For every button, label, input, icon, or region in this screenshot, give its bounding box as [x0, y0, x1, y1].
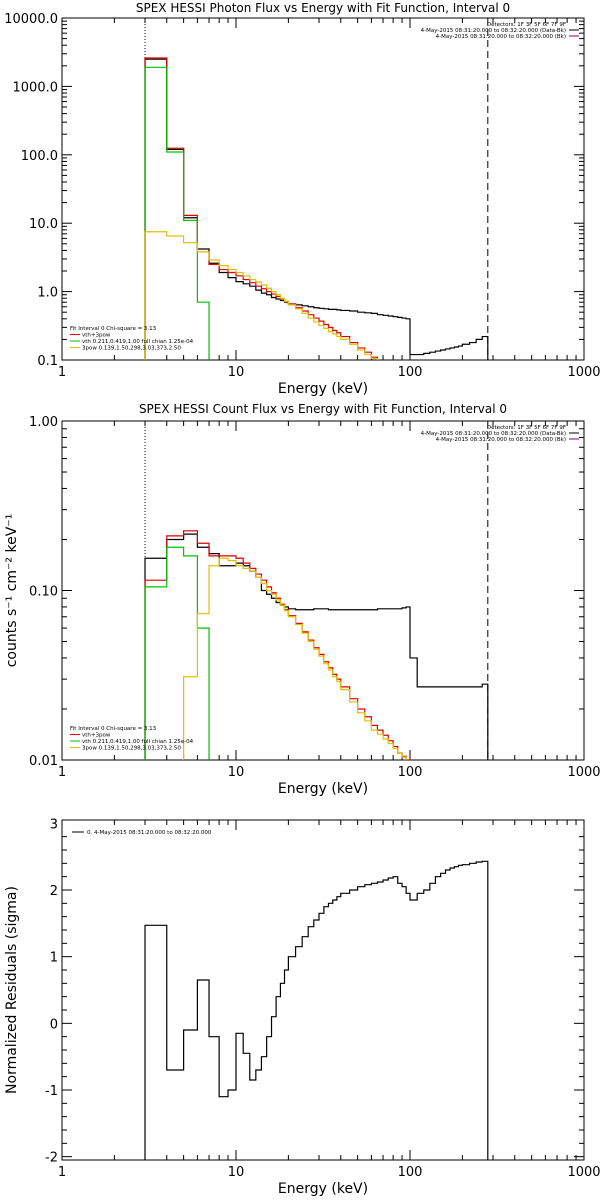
panel-3: 1 10 100 1000 -2 -1 0 1 2 3 Energy (keV) Normalized…	[4, 817, 600, 1197]
series-group	[144, 530, 489, 760]
plot-frame	[61, 819, 585, 1161]
legend-bottom-entry: 3pow 0.139,1.50,298,3.03,373,2.50	[82, 746, 181, 752]
legend-top-entry: Detectors: 1F 3F 5F 6F 7F 9F	[487, 22, 566, 28]
legend-bottom-entry: Fit Interval 0 Chi-square = 3.13	[70, 326, 157, 332]
legend-top-entry: 4-May-2015 08:31:20.000 to 08:32:20.000 …	[421, 28, 566, 34]
x-tick-label: 1000	[567, 1165, 600, 1180]
legend-top-entry: 4-May-2015 08:31:20.000 to 08:32:20.000 …	[436, 34, 566, 40]
y-tick-label: 1	[50, 951, 58, 966]
y-tick-label: 10000.0	[4, 12, 58, 27]
series-residuals	[144, 860, 489, 1160]
legend-bottom-entry: vth+3pow	[82, 333, 111, 339]
series-3pow	[183, 557, 407, 760]
legend-entry: 0. 4-May-2015 08:31:20.000 to 08:32:20.0…	[87, 830, 212, 836]
x-axis-label: Energy (keV)	[278, 1181, 368, 1197]
x-tick-label: 1	[58, 765, 66, 780]
y-axis-label: Normalized Residuals (sigma)	[4, 886, 20, 1094]
legend-top-entry: Detectors: 1F 3F 5F 6F 7F 9F	[487, 425, 566, 431]
x-tick-label: 10	[228, 1165, 245, 1180]
x-tick-label: 100	[398, 765, 423, 780]
y-tick-label: 1000.0	[13, 80, 59, 95]
chart-title: SPEX HESSI Count Flux vs Energy with Fit…	[139, 402, 507, 416]
x-tick-label: 1000	[567, 765, 600, 780]
x-tick-label: 1	[58, 365, 66, 380]
y-axis-label: counts s⁻¹ cm⁻² keV⁻¹	[4, 514, 20, 668]
x-tick-label: 1	[58, 1165, 66, 1180]
legend-bottom-entry: vth 0.211,0.419,1.00 full chian 1.25e-04	[82, 739, 194, 745]
x-tick-label: 100	[398, 365, 423, 380]
series-group	[144, 57, 489, 360]
x-tick-label: 10	[228, 365, 245, 380]
legend-bottom-entry: vth 0.211,0.419,1.00 full chian 1.25e-04	[82, 339, 194, 345]
y-tick-label: 1.0	[37, 286, 58, 301]
y-tick-label: 2	[50, 884, 58, 899]
series-group	[144, 860, 489, 1160]
y-tick-label: 0.01	[29, 754, 58, 769]
x-axis-label: Energy (keV)	[278, 381, 368, 397]
y-tick-label: 3	[50, 817, 58, 832]
series-vth	[144, 546, 210, 760]
legend-top-entry: 4-May-2015 08:31:20.000 to 08:32:20.000 …	[436, 437, 566, 443]
legend-bottom-entry: Fit Interval 0 Chi-square = 3.13	[70, 726, 157, 732]
series-vth	[144, 66, 210, 360]
y-tick-label: 1.00	[29, 415, 58, 430]
y-tick-label: -2	[45, 1151, 58, 1166]
panel-2: SPEX HESSI Count Flux vs Energy with Fit…	[4, 402, 600, 797]
legend-bottom-entry: vth+3pow	[82, 733, 111, 739]
chart-title: SPEX HESSI Photon Flux vs Energy with Fi…	[136, 1, 510, 15]
series-vth-3pow	[144, 57, 379, 360]
x-axis-label: Energy (keV)	[278, 781, 368, 797]
plot-frame	[61, 17, 585, 361]
y-tick-label: 0.10	[29, 585, 58, 600]
legend-top-entry: 4-May-2015 08:31:20.000 to 08:32:20.000 …	[421, 431, 566, 437]
y-tick-label: 0	[50, 1017, 58, 1032]
x-tick-label: 1000	[567, 365, 600, 380]
panel-1: SPEX HESSI Photon Flux vs Energy with Fi…	[4, 1, 600, 397]
y-tick-label: 100.0	[21, 149, 58, 164]
series-3pow	[144, 231, 379, 360]
y-tick-label: 10.0	[29, 217, 58, 232]
chart-panels: SPEX HESSI Photon Flux vs Energy with Fi…	[4, 1, 600, 1197]
y-tick-label: 0.1	[37, 354, 58, 369]
x-tick-label: 10	[228, 765, 245, 780]
y-tick-label: -1	[45, 1084, 58, 1099]
legend-bottom-entry: 3pow 0.139,1.50,298,3.03,373,2.50	[82, 346, 181, 352]
series-data	[144, 58, 489, 360]
x-tick-label: 100	[398, 1165, 423, 1180]
